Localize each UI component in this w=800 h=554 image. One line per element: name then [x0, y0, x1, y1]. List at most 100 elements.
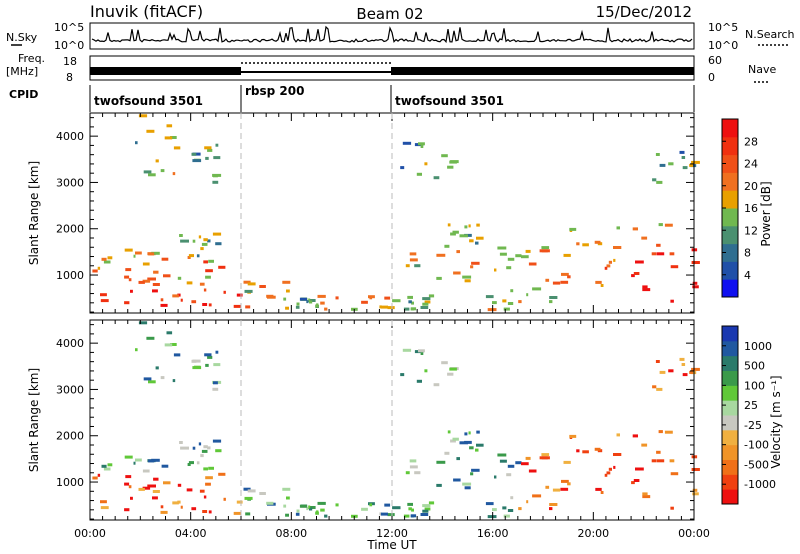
power-cell — [459, 234, 468, 238]
power-panel: 1000 2000 3000 4000 Slant Range [km] 4 8 12 16… — [27, 112, 773, 314]
velocity-cell — [324, 514, 328, 518]
power-cell — [469, 239, 474, 243]
velocity-cell — [124, 508, 130, 512]
velocity-cell — [207, 446, 211, 450]
power-cell — [166, 124, 173, 128]
power-cell — [138, 114, 148, 118]
power-cell — [563, 253, 571, 257]
x-tick-label: 04:00 — [175, 527, 207, 540]
velocity-cell — [143, 377, 152, 381]
power-cell — [208, 259, 214, 263]
colorbar-swatch — [722, 459, 738, 475]
power-cell — [418, 142, 425, 146]
power-cell — [146, 129, 155, 133]
power-cell — [107, 256, 113, 260]
velocity-cell — [635, 467, 644, 471]
power-cell — [133, 254, 136, 258]
power-cell — [213, 156, 221, 160]
power-cell — [101, 257, 107, 261]
velocity-cell — [380, 512, 388, 516]
velocity-cell — [613, 453, 622, 456]
velocity-scatter-layer — [92, 321, 700, 519]
colorbar-swatch — [722, 208, 738, 227]
power-cell — [487, 308, 497, 312]
velocity-cell — [682, 373, 688, 377]
power-cell — [470, 265, 474, 269]
power-cell — [424, 300, 431, 304]
power-cell — [218, 265, 226, 269]
power-cell — [499, 252, 507, 256]
power-cell — [594, 240, 601, 244]
velocity-cell — [212, 439, 222, 443]
velocity-cell — [403, 514, 410, 518]
time-axis-ticks: 00:00 04:00 08:00 12:00 16:00 20:00 00:00 — [74, 527, 710, 540]
velocity-cell — [692, 488, 698, 492]
station-title: Inuvik (fitACF) — [90, 2, 203, 21]
velocity-cell — [492, 508, 497, 512]
power-cell — [541, 249, 550, 253]
power-cell — [148, 252, 155, 256]
power-cell — [476, 236, 484, 240]
power-cell — [690, 164, 697, 168]
velocity-cell — [408, 507, 412, 511]
power-cell — [316, 303, 319, 307]
nsky-tick-low-left: 10^0 — [54, 39, 84, 52]
power-cell — [464, 279, 471, 283]
nsky-tick-high-right: 10^5 — [708, 21, 738, 34]
velocity-cell — [452, 437, 459, 441]
power-cell — [203, 288, 207, 292]
power-cell — [283, 297, 287, 301]
power-cell — [497, 246, 507, 250]
velocity-cell — [160, 376, 165, 380]
velocity-cell — [130, 496, 133, 500]
power-cell — [317, 294, 326, 298]
colorbar-tick-label: -500 — [744, 458, 769, 471]
power-cell — [191, 152, 197, 156]
nsearch-label: N.Search — [745, 28, 795, 41]
velocity-cell — [296, 509, 300, 513]
power-cell — [128, 278, 132, 282]
velocity-cell — [470, 472, 474, 476]
velocity-cell — [266, 501, 274, 505]
velocity-cell — [163, 481, 171, 485]
date-title: 15/Dec/2012 — [596, 3, 692, 21]
velocity-cell — [436, 483, 442, 487]
cpid-label: CPID — [9, 88, 38, 101]
velocity-cell — [428, 501, 435, 505]
colorbar-swatch — [722, 326, 738, 342]
power-cell — [148, 173, 156, 177]
power-cell — [143, 170, 152, 174]
velocity-cell — [400, 373, 405, 377]
velocity-cell — [502, 506, 507, 510]
power-cell — [135, 251, 142, 255]
cpid-segment-3: twofsound 3501 — [395, 94, 504, 108]
velocity-cell — [198, 442, 202, 446]
velocity-cell — [633, 479, 640, 482]
x-tick-label: 20:00 — [577, 527, 609, 540]
power-cell — [192, 152, 201, 156]
velocity-cell — [205, 363, 209, 367]
velocity-cell — [218, 472, 226, 476]
power-cell — [692, 281, 698, 285]
colorbar-swatch — [722, 444, 738, 460]
nsky-trace — [91, 25, 693, 44]
velocity-cell — [199, 489, 205, 493]
freq-panel: Freq. [MHz] 18 8 60 0 Nave — [6, 52, 776, 84]
power-cell — [503, 307, 510, 311]
x-tick-label: 00:00 — [74, 527, 106, 540]
colorbar-tick-label: 28 — [744, 135, 758, 148]
nsky-frame — [89, 22, 695, 50]
velocity-cell — [471, 468, 480, 472]
nave-label: Nave — [748, 63, 776, 76]
power-cell — [282, 280, 291, 284]
velocity-cell — [295, 512, 300, 516]
velocity-cell — [679, 357, 685, 361]
power-cell — [422, 297, 431, 301]
velocity-cell — [462, 482, 472, 486]
power-cell — [635, 260, 644, 264]
velocity-cell — [409, 465, 418, 469]
power-cell — [606, 264, 611, 268]
power-cell — [152, 289, 158, 293]
velocity-cell — [604, 473, 608, 477]
